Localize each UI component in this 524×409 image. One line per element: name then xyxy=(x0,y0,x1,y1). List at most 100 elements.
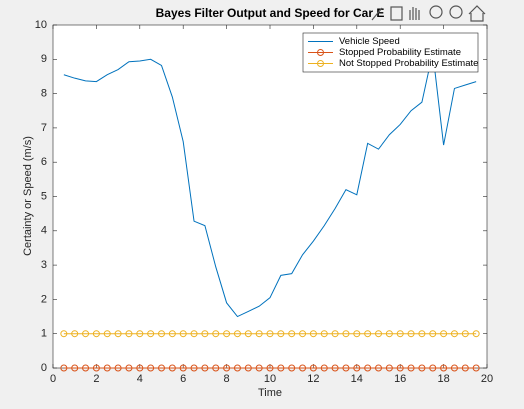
legend-label: Not Stopped Probability Estimate xyxy=(339,58,478,69)
series-marker xyxy=(212,364,220,372)
series-marker xyxy=(461,364,469,372)
series-marker xyxy=(472,330,480,338)
series-marker xyxy=(418,364,426,372)
y-tick-label: 5 xyxy=(41,190,47,202)
home-icon[interactable] xyxy=(468,5,486,22)
y-tick-label: 2 xyxy=(41,293,47,305)
series-marker xyxy=(114,330,122,338)
series-marker xyxy=(309,364,317,372)
series-marker xyxy=(450,364,458,372)
x-tick-label: 18 xyxy=(437,373,449,385)
series-marker xyxy=(429,364,437,372)
series-marker xyxy=(364,364,372,372)
series-marker xyxy=(201,364,209,372)
series-marker xyxy=(385,330,393,338)
series-marker xyxy=(158,330,165,338)
series-marker xyxy=(461,330,469,338)
series-marker xyxy=(244,364,252,372)
series-marker xyxy=(299,330,307,338)
series-marker xyxy=(201,330,209,338)
series-marker xyxy=(190,364,198,372)
series-marker xyxy=(136,364,144,372)
series-marker xyxy=(342,364,350,372)
series-marker xyxy=(331,330,339,338)
pan-icon[interactable] xyxy=(409,7,420,20)
series-marker xyxy=(212,330,220,338)
series-marker xyxy=(266,364,274,372)
series-line xyxy=(63,52,477,318)
x-tick-label: 2 xyxy=(93,373,99,385)
y-tick-label: 3 xyxy=(41,259,47,271)
series-marker xyxy=(158,364,165,372)
series-marker xyxy=(320,330,328,338)
series-marker xyxy=(168,364,176,372)
series-marker xyxy=(472,364,480,372)
series-marker xyxy=(450,330,458,338)
series-marker xyxy=(407,330,415,338)
series-marker xyxy=(71,330,79,338)
chart-title: Bayes Filter Output and Speed for Car E xyxy=(156,6,385,20)
series-marker xyxy=(147,364,155,372)
zoom-out-icon[interactable] xyxy=(449,5,463,19)
y-tick-label: 10 xyxy=(35,19,47,31)
series-marker xyxy=(125,364,133,372)
series-marker xyxy=(299,364,307,372)
series-marker xyxy=(103,330,111,338)
plot-area xyxy=(52,24,488,369)
datatip-icon[interactable] xyxy=(390,6,403,21)
series-marker xyxy=(277,364,285,372)
y-tick-label: 1 xyxy=(41,328,47,340)
y-tick-label: 9 xyxy=(41,53,47,65)
legend-marker xyxy=(317,60,324,67)
series-marker xyxy=(233,330,241,338)
series-marker xyxy=(429,330,437,338)
series-marker xyxy=(266,330,274,338)
legend-marker xyxy=(317,49,324,56)
series-marker xyxy=(288,364,296,372)
series-marker xyxy=(223,364,231,372)
series-marker xyxy=(375,364,382,372)
series-marker xyxy=(353,364,361,372)
series-marker xyxy=(125,330,133,338)
series-marker xyxy=(418,330,426,338)
series-marker xyxy=(440,330,448,338)
y-axis-label: Certainty or Speed (m/s) xyxy=(22,136,34,256)
x-tick-label: 12 xyxy=(307,373,319,385)
series-marker xyxy=(255,330,263,338)
x-tick-label: 20 xyxy=(481,373,493,385)
x-tick-label: 14 xyxy=(351,373,363,385)
series-marker xyxy=(244,330,252,338)
series-marker xyxy=(375,330,382,338)
x-tick-label: 0 xyxy=(50,373,56,385)
series-marker xyxy=(82,364,90,372)
zoom-in-icon[interactable] xyxy=(429,5,443,19)
series-marker xyxy=(396,364,404,372)
series-marker xyxy=(233,364,241,372)
series-marker xyxy=(103,364,111,372)
series-marker xyxy=(353,330,361,338)
y-tick-label: 8 xyxy=(41,88,47,100)
series-marker xyxy=(320,364,328,372)
series-marker xyxy=(147,330,155,338)
legend-label: Stopped Probability Estimate xyxy=(339,47,461,58)
series-marker xyxy=(92,364,100,372)
series-marker xyxy=(288,330,296,338)
y-tick-label: 4 xyxy=(41,225,47,237)
y-tick-label: 6 xyxy=(41,156,47,168)
series-marker xyxy=(342,330,350,338)
series-marker xyxy=(223,330,231,338)
series-marker xyxy=(92,330,100,338)
x-tick-label: 4 xyxy=(137,373,143,385)
x-tick-label: 16 xyxy=(394,373,406,385)
series-marker xyxy=(385,364,393,372)
series-marker xyxy=(60,364,68,372)
series-marker xyxy=(396,330,404,338)
series-marker xyxy=(277,330,285,338)
series-marker xyxy=(331,364,339,372)
series-marker xyxy=(255,364,263,372)
brush-icon[interactable] xyxy=(371,7,383,21)
x-tick-label: 6 xyxy=(180,373,186,385)
toolbar[interactable] xyxy=(371,5,486,22)
series-marker xyxy=(168,330,176,338)
